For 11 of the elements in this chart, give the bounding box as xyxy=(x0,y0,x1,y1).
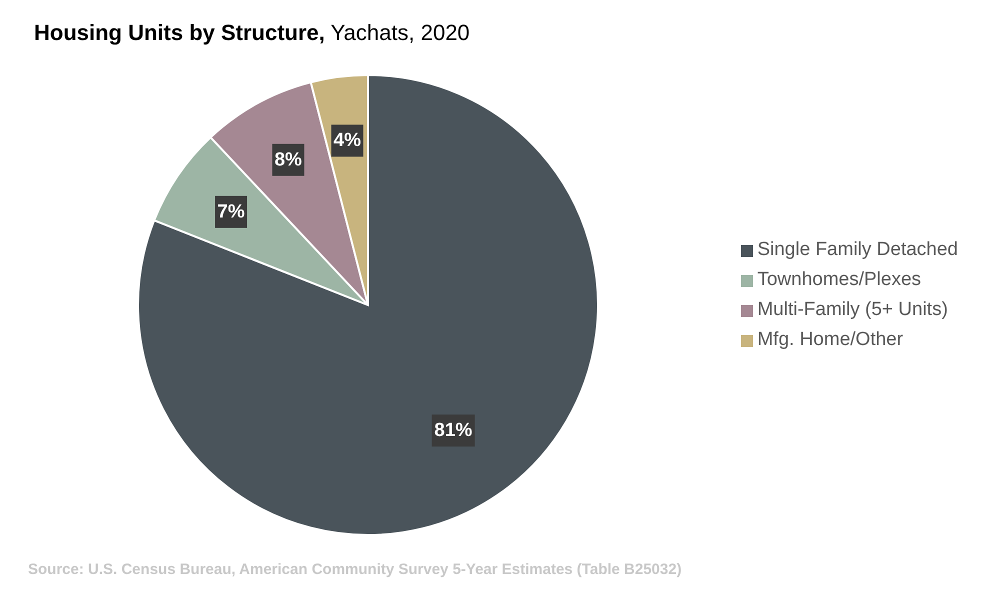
pie-slice xyxy=(137,74,599,536)
data-label: 8% xyxy=(274,149,302,170)
data-label: 81% xyxy=(434,420,472,442)
legend-label: Single Family Detached xyxy=(757,239,958,260)
chart-subtitle: Yachats, 2020 xyxy=(330,20,470,45)
data-label: 4% xyxy=(334,130,362,152)
legend-label: Multi-Family (5+ Units) xyxy=(757,299,948,320)
chart-title: Housing Units by Structure, xyxy=(34,20,325,45)
legend-label: Mfg. Home/Other xyxy=(757,329,904,350)
data-label: 7% xyxy=(217,201,245,222)
legend-label: Townhomes/Plexes xyxy=(757,269,922,290)
